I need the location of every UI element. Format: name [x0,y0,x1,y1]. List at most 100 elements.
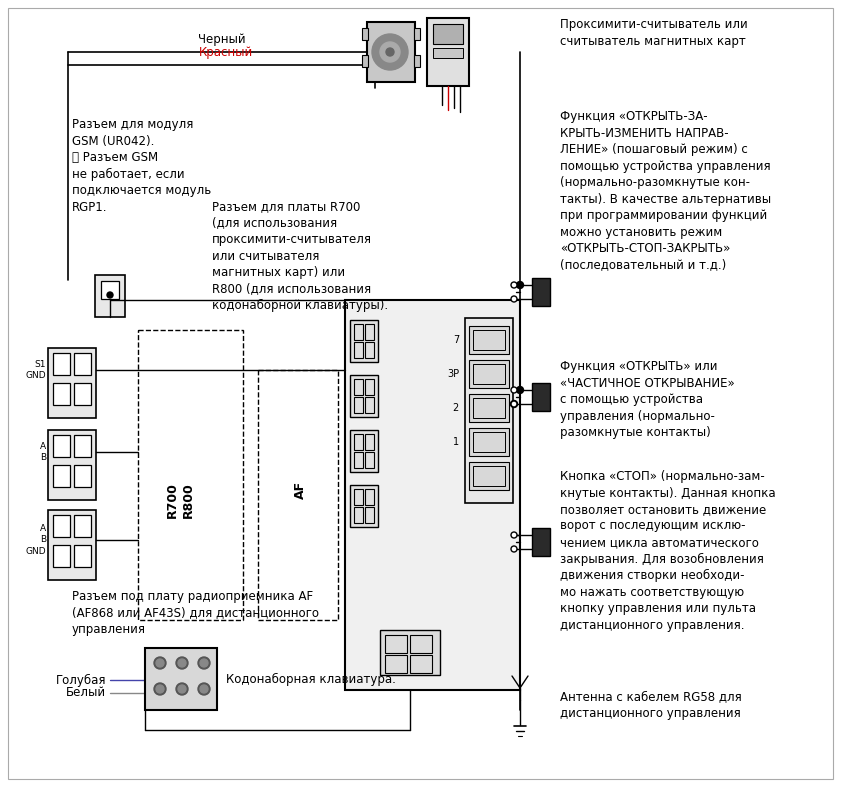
Bar [473,432,505,452]
Circle shape [200,659,208,667]
Circle shape [516,282,523,289]
Bar [354,397,363,413]
Bar [48,348,96,418]
Circle shape [154,683,166,695]
Circle shape [156,685,164,693]
Circle shape [176,657,188,669]
Bar [258,370,338,620]
Text: Функция «ОТКРЫТЬ-ЗА-
КРЫТЬ-ИЗМЕНИТЬ НАПРАВ-
ЛЕНИЕ» (пошаговый режим) с
помощью у: Функция «ОТКРЫТЬ-ЗА- КРЫТЬ-ИЗМЕНИТЬ НАПР… [560,110,771,272]
Bar [354,434,363,450]
Circle shape [510,401,517,408]
Bar [53,545,70,567]
Bar [145,648,217,710]
Text: 3Р: 3Р [447,369,459,379]
Bar [410,635,432,653]
Text: 2: 2 [452,403,459,413]
Circle shape [107,292,113,298]
Bar [465,318,513,503]
Circle shape [198,683,210,695]
Circle shape [511,387,517,393]
Bar [473,466,505,486]
Bar [354,324,363,340]
Bar [74,353,91,375]
Bar [532,383,550,411]
Circle shape [154,657,166,669]
Circle shape [386,48,394,56]
Text: A
B: A B [40,442,46,462]
Text: A
B
GND: A B GND [25,524,46,556]
Bar [532,528,550,556]
Circle shape [372,34,408,70]
Text: Антенна с кабелем RG58 для
дистанционного управления: Антенна с кабелем RG58 для дистанционног… [560,690,742,719]
Bar [350,375,378,417]
Bar [53,383,70,405]
Bar [380,630,440,675]
Text: Голубая: Голубая [56,674,106,686]
Circle shape [516,386,523,394]
Text: Черный: Черный [198,33,246,46]
Circle shape [511,532,517,538]
Text: Разъем для платы R700
(для использования
проксимити-считывателя
или считывателя
: Разъем для платы R700 (для использования… [212,200,389,312]
Bar [53,435,70,457]
Bar [469,462,509,490]
Bar [74,435,91,457]
Bar [354,379,363,395]
Text: 7: 7 [452,335,459,345]
Bar [53,515,70,537]
Bar [74,545,91,567]
Circle shape [198,657,210,669]
Bar [354,507,363,523]
Bar [354,489,363,505]
Text: AF: AF [294,481,306,499]
Bar [350,485,378,527]
Bar [367,22,415,82]
Bar [365,507,374,523]
Bar [532,278,550,306]
Bar [101,281,119,299]
Bar [427,18,469,86]
Circle shape [511,546,517,552]
Bar [365,397,374,413]
Circle shape [176,683,188,695]
Text: Красный: Красный [198,46,253,59]
Text: Белый: Белый [66,686,106,700]
Bar [433,48,463,58]
Bar [74,465,91,487]
Bar [365,342,374,358]
Text: Разъем для модуля
GSM (UR042).
📖 Разъем GSM
не работает, если
подключается модул: Разъем для модуля GSM (UR042). 📖 Разъем … [72,118,211,213]
Circle shape [511,282,517,288]
Bar [365,379,374,395]
Bar [48,430,96,500]
Bar [354,452,363,468]
Circle shape [178,685,186,693]
Bar [74,515,91,537]
Text: 1: 1 [452,437,459,447]
Bar [385,635,407,653]
Bar [410,655,432,673]
Bar [469,326,509,354]
Text: Разъем под плату радиоприемника AF
(AF868 или AF43S) для дистанционного
управлен: Разъем под плату радиоприемника AF (AF86… [72,590,319,636]
Circle shape [511,401,517,407]
Bar [469,360,509,388]
Bar [95,275,125,317]
Bar [385,655,407,673]
Text: Кодонаборная клавиатура.: Кодонаборная клавиатура. [226,672,396,685]
Circle shape [178,659,186,667]
Text: R700: R700 [166,482,178,518]
Bar [414,28,420,40]
Text: Проксимити-считыватель или
считыватель магнитных карт: Проксимити-считыватель или считыватель м… [560,18,748,47]
Bar [362,28,368,40]
Text: S1
GND: S1 GND [25,360,46,380]
Bar [138,330,243,620]
Bar [53,353,70,375]
Circle shape [380,42,400,62]
Bar [48,510,96,580]
Bar [365,324,374,340]
Bar [74,383,91,405]
Bar [473,364,505,384]
Text: Функция «ОТКРЫТЬ» или
«ЧАСТИЧНОЕ ОТКРЫВАНИЕ»
с помощью устройства
управления (но: Функция «ОТКРЫТЬ» или «ЧАСТИЧНОЕ ОТКРЫВА… [560,360,735,439]
Bar [473,398,505,418]
Bar [350,320,378,362]
Bar [53,465,70,487]
Text: Кнопка «СТОП» (нормально-зам-
кнутые контакты). Данная кнопка
позволяет останови: Кнопка «СТОП» (нормально-зам- кнутые кон… [560,470,775,632]
